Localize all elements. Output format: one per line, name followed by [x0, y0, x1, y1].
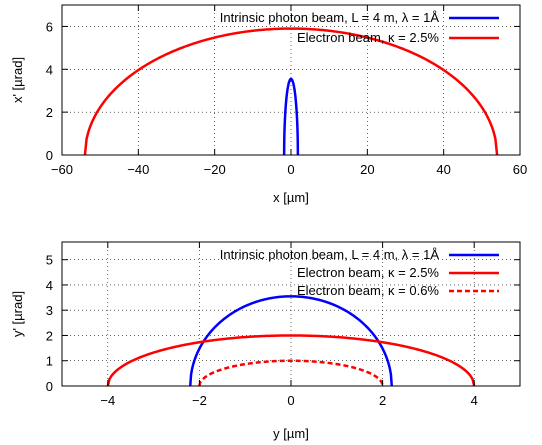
chart-1-ytick-label-2: 2	[46, 328, 53, 343]
chart-1-legend-label-1: Electron beam, κ = 2.5%	[297, 265, 439, 280]
chart-0-legend-label-1: Electron beam, κ = 2.5%	[297, 30, 439, 45]
chart-1-legend-label-2: Electron beam, κ = 0.6%	[297, 283, 439, 298]
chart-0-xtick-label-4: 20	[360, 162, 374, 177]
chart-0-xlabel: x [µm]	[273, 190, 309, 205]
chart-0-ytick-label-1: 2	[46, 105, 53, 120]
chart-0-xtick-label-0: −60	[51, 162, 73, 177]
chart-0-ytick-label-0: 0	[46, 148, 53, 163]
chart-0-xtick-label-6: 60	[513, 162, 527, 177]
chart-1-xlabel: y [µm]	[273, 426, 309, 441]
chart-0-legend-label-0: Intrinsic photon beam, L = 4 m, λ = 1Å	[220, 10, 440, 25]
chart-0-xtick-label-1: −40	[127, 162, 149, 177]
chart-0-ytick-label-3: 6	[46, 19, 53, 34]
chart-1-xtick-label-3: 2	[379, 393, 386, 408]
chart-1-ylabel: y' [µrad]	[10, 291, 25, 337]
chart-1-series-1-line	[106, 334, 476, 387]
chart-1-xtick-label-2: 0	[287, 393, 294, 408]
chart-1-xtick-label-0: −4	[100, 393, 115, 408]
chart-0-series-1-line	[83, 27, 499, 156]
chart-1-ytick-label-0: 0	[46, 379, 53, 394]
chart-1-ytick-label-4: 4	[46, 278, 53, 293]
chart-1-xtick-label-4: 4	[471, 393, 478, 408]
chart-0-ylabel: x' [µrad]	[10, 57, 25, 103]
chart-0-series-0-line	[282, 77, 300, 156]
chart-0-xtick-label-2: −20	[204, 162, 226, 177]
chart-0-ytick-label-2: 4	[46, 62, 53, 77]
chart-1-xtick-label-1: −2	[192, 393, 207, 408]
chart-1-series-0-line	[188, 295, 394, 387]
chart-1-legend-label-0: Intrinsic photon beam, L = 4 m, λ = 1Å	[220, 247, 440, 262]
chart-1-ytick-label-1: 1	[46, 354, 53, 369]
chart-0-xtick-label-5: 40	[436, 162, 450, 177]
chart-0-xtick-label-3: 0	[287, 162, 294, 177]
chart-1-series-2-line	[198, 359, 384, 387]
chart-top: −60 −40 −20 0 20 40 60 0 2 4 6 x [µm] x' [µrad] Intri…	[10, 4, 527, 205]
chart-1-ytick-label-5: 5	[46, 253, 53, 268]
chart-1-ytick-label-3: 3	[46, 303, 53, 318]
chart-bottom: −4 −2 0 2 4 0 1 2 3 4 5 y [µm] y' [µrad] Intrinsic ph…	[10, 241, 521, 441]
